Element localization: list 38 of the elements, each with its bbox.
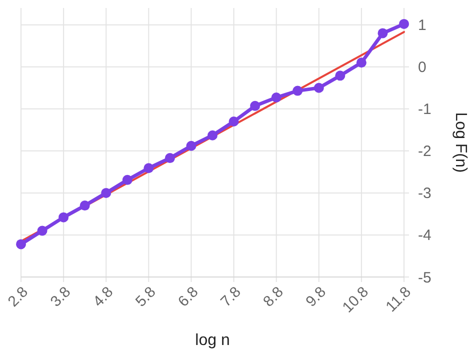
x-tick-label: 3.8	[47, 284, 74, 310]
x-tick-label: 6.8	[174, 284, 202, 310]
y-tick-label: -3	[418, 185, 432, 202]
point	[101, 188, 112, 198]
point	[356, 58, 366, 68]
point	[399, 18, 409, 29]
point	[335, 70, 346, 81]
point	[122, 174, 132, 185]
point	[164, 153, 175, 164]
x-tick-label: 8.8	[260, 284, 287, 310]
x-axis-title: log n	[195, 332, 230, 349]
x-tick-label: 5.8	[132, 284, 160, 310]
point	[16, 239, 26, 250]
point	[378, 28, 388, 38]
point	[314, 82, 324, 93]
y-tick-label: 0	[418, 59, 426, 76]
x-tick-label: 7.8	[218, 284, 244, 310]
x-tick-label: 11.8	[382, 284, 415, 316]
point	[144, 163, 154, 174]
point	[271, 92, 282, 103]
point	[58, 212, 69, 222]
point	[186, 140, 196, 151]
point	[37, 226, 48, 236]
y-axis-title: Log F(n)	[452, 112, 469, 173]
y-tick-label: -1	[418, 101, 432, 118]
x-tick-label: 10.8	[339, 284, 372, 316]
y-tick-label: -2	[418, 143, 432, 160]
x-tick-label: 2.8	[4, 284, 32, 310]
point	[228, 116, 239, 126]
point	[292, 86, 303, 96]
point	[80, 200, 90, 211]
y-tick-label: -4	[418, 227, 432, 244]
y-tick-label: -5	[418, 269, 432, 286]
x-tick-label: 9.8	[302, 284, 330, 310]
x-tick-label: 4.8	[90, 284, 117, 310]
point	[208, 130, 218, 140]
point	[250, 100, 260, 111]
y-tick-label: 1	[418, 17, 426, 34]
